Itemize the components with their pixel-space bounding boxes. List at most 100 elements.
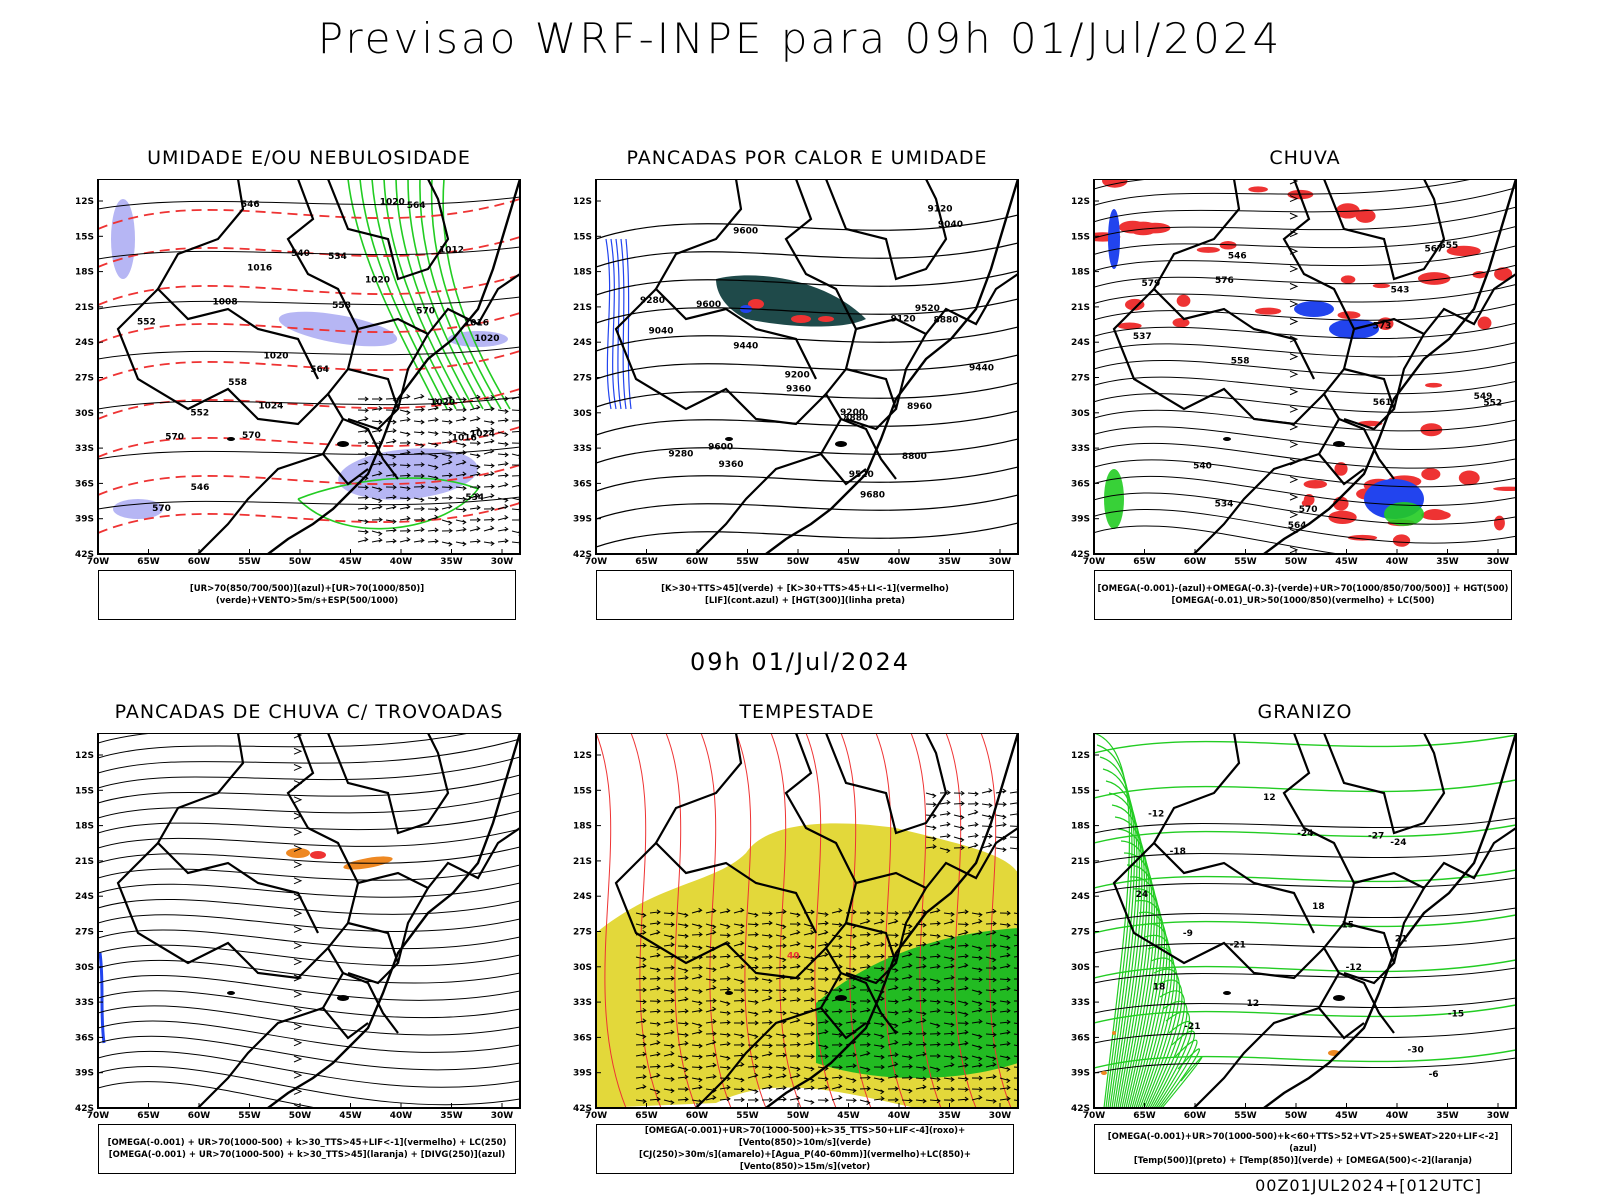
lon-tick-label: 70W (585, 1111, 608, 1121)
lat-tick-label: 36S (75, 479, 94, 489)
lat-tick-label: 39S (573, 515, 592, 525)
lon-tick-label: 45W (1335, 557, 1358, 567)
lat-tick-label: 39S (75, 515, 94, 525)
lat-tick-label: 15S (573, 232, 592, 242)
lon-tick-label: 60W (686, 1111, 709, 1121)
contour-label: 1020 (430, 398, 455, 408)
lat-tick-label: 36S (75, 1033, 94, 1043)
lat-tick-label: 15S (1071, 786, 1090, 796)
middle-date-label: 09h 01/Jul/2024 (689, 648, 911, 676)
contour-label: 12 (1247, 999, 1260, 1009)
contour-label: 1020 (380, 198, 405, 208)
contour-label: 9360 (718, 460, 743, 470)
lat-tick-label: 24S (573, 892, 592, 902)
lat-tick-label: 33S (75, 444, 94, 454)
contour-label: 9440 (733, 342, 758, 352)
lat-tick-label: 12S (573, 197, 592, 207)
lat-tick-label: 21S (75, 857, 94, 867)
lon-tick-label: 45W (837, 1111, 860, 1121)
lat-tick-label: 42S (1071, 550, 1090, 560)
contour-label: 8880 (843, 413, 868, 423)
lon-tick-label: 40W (1386, 1111, 1409, 1121)
map-panel-umidade: 1016101610201020102010241024102010161012… (66, 179, 528, 574)
lon-tick-label: 50W (1285, 557, 1308, 567)
legend-line: [OMEGA(-0.001)+UR>70(1000-500)+k>35_TTS>… (644, 1126, 966, 1148)
contour-label: 21 (1395, 934, 1408, 944)
lon-tick-label: 65W (635, 1111, 658, 1121)
contour-label: 9600 (696, 300, 721, 310)
contour-label: 12 (1263, 793, 1276, 803)
contour-label: 570 (165, 433, 184, 443)
lat-tick-label: 18S (75, 268, 94, 278)
legend-box-umidade: [UR>70(850/700/500)](azul)+[UR>70(1000/8… (98, 570, 516, 620)
lon-tick-label: 40W (1386, 557, 1409, 567)
contour-label: 558 (228, 378, 247, 388)
lon-tick-label: 55W (736, 1111, 759, 1121)
main-title: Previsao WRF-INPE para 09h 01/Jul/2024 (317, 14, 1283, 63)
lat-tick-label: 36S (1071, 479, 1090, 489)
lon-tick-label: 50W (787, 557, 810, 567)
lat-tick-label: 18S (573, 268, 592, 278)
lat-tick-label: 12S (573, 751, 592, 761)
lat-tick-label: 27S (1071, 374, 1090, 384)
contour-label: 1024 (258, 401, 283, 411)
contour-label: 9200 (785, 371, 810, 381)
lon-tick-label: 65W (635, 557, 658, 567)
lon-tick-label: 60W (686, 557, 709, 567)
lat-tick-label: 21S (1071, 857, 1090, 867)
lon-tick-label: 50W (289, 557, 312, 567)
lon-tick-label: 65W (137, 1111, 160, 1121)
lat-tick-label: 30S (75, 963, 94, 973)
lon-tick-label: 55W (238, 557, 261, 567)
lat-tick-label: 24S (573, 338, 592, 348)
lon-tick-label: 40W (888, 557, 911, 567)
lat-tick-label: 27S (75, 374, 94, 384)
contour-label: -24 (1390, 838, 1406, 848)
lon-tick-label: 40W (390, 1111, 413, 1121)
lat-tick-label: 21S (573, 303, 592, 313)
lat-tick-label: 42S (75, 550, 94, 560)
lat-tick-label: 42S (573, 550, 592, 560)
contour-label: 1024 (470, 429, 495, 439)
contour-label: 24 (1136, 890, 1149, 900)
contour-label: 1008 (213, 297, 238, 307)
contour-label: 9040 (648, 326, 673, 336)
lat-tick-label: 18S (1071, 822, 1090, 832)
contour-label: 1016 (452, 434, 477, 444)
contour-label: 9440 (969, 363, 994, 373)
lon-tick-label: 50W (787, 1111, 810, 1121)
contour-label: 570 (1299, 505, 1318, 515)
legend-box-pancadas-trovoadas: [OMEGA(-0.001) + UR>70(1000-500) + k>30_… (98, 1124, 516, 1174)
lon-tick-label: 45W (339, 1111, 362, 1121)
contour-label: 15 (1341, 921, 1354, 931)
contour-label: 9520 (915, 304, 940, 314)
lat-tick-label: 39S (75, 1069, 94, 1079)
contour-label: 9680 (860, 490, 885, 500)
lon-tick-label: 70W (87, 1111, 110, 1121)
lat-tick-label: 39S (1071, 515, 1090, 525)
contour-label: 573 (1373, 321, 1392, 331)
lat-tick-label: 15S (75, 232, 94, 242)
contour-label: 9600 (733, 226, 758, 236)
lon-tick-label: 30W (1487, 557, 1510, 567)
contour-label: 534 (1215, 499, 1234, 509)
contour-label: -21 (1184, 1022, 1200, 1032)
lon-tick-label: 40W (888, 1111, 911, 1121)
lat-tick-label: 33S (1071, 444, 1090, 454)
legend-box-granizo: [OMEGA(-0.001)+UR>70(1000-500)+k<60+TTS>… (1094, 1124, 1512, 1174)
lat-tick-label: 12S (75, 751, 94, 761)
legend-line: [OMEGA(-0.001) + UR>70(1000-500) + k>30_… (107, 1138, 507, 1148)
lat-tick-label: 15S (1071, 232, 1090, 242)
contour-label: 558 (332, 301, 351, 311)
lat-tick-label: 42S (573, 1104, 592, 1114)
map-panel-pancadas-calor: 9680 9600 9600 9600 9520 9520 9440 9440 9360 9360… (564, 179, 1026, 574)
lon-tick-label: 45W (837, 557, 860, 567)
lon-tick-label: 65W (1133, 1111, 1156, 1121)
contour-label: 1016 (247, 264, 272, 274)
contour-label: 9200 (840, 408, 865, 418)
lat-tick-label: 27S (75, 928, 94, 938)
lat-tick-label: 18S (573, 822, 592, 832)
legend-line: [Temp(500)](preto) + [Temp(850)](verde) … (1133, 1156, 1473, 1166)
contour-label: -6 (1429, 1070, 1439, 1080)
